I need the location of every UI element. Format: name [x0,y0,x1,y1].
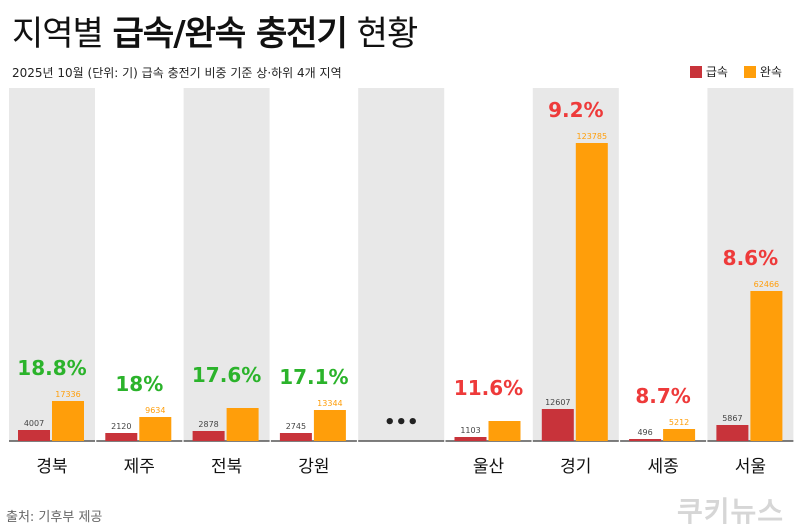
slow-bar [313,410,346,441]
fast-bar [454,437,487,441]
slow-bar [226,408,259,441]
category-label: 서울 [735,457,766,477]
slow-bar [488,421,521,441]
slow-value-label: 9634 [145,406,165,415]
fast-bar [716,425,749,441]
title-part1: 지역별 [12,14,113,54]
fast-value-label: 5867 [722,414,742,423]
chart-title: 지역별 급속/완속 충전기 현황 [12,6,419,55]
legend-slow-swatch [743,65,756,78]
slow-value-label: 13344 [317,399,342,408]
legend-fast-label: 급속 [705,65,728,79]
slow-value-label: 5212 [669,418,689,427]
source-text: 출처: 기후부 제공 [6,510,103,525]
share-label: 17.6% [192,363,261,387]
share-label: 18.8% [17,356,86,380]
fast-bar [541,409,574,441]
slow-bar [139,417,172,441]
category-label: 강원 [298,457,329,477]
fast-value-label: 4007 [24,419,44,428]
legend-fast-swatch [689,65,702,78]
category-label: 울산 [473,457,505,477]
fast-value-label: 12607 [545,398,570,407]
share-label: 17.1% [279,365,348,389]
share-label: 11.6% [454,376,523,400]
category-label: 제주 [124,457,155,477]
share-label: 8.6% [723,246,778,270]
slow-value-label: 62466 [754,280,779,289]
slow-value-label: 123785 [577,132,608,141]
legend: 급속 완속 [689,63,782,80]
share-label: 18% [115,372,163,396]
category-label: 전북 [211,457,242,477]
fast-value-label: 2120 [111,422,131,431]
category-label: 세종 [647,457,678,477]
fast-bar [18,430,50,441]
fast-bar [192,431,225,441]
category-panel [183,88,270,441]
fast-value-label: 2745 [286,422,306,431]
fast-value-label: 496 [637,428,652,437]
title-bold: 급속/완속 충전기 [112,14,348,54]
ellipsis-label: ••• [384,412,419,433]
category-label: 경북 [36,457,67,477]
slow-bar [575,143,608,441]
slow-bar [750,291,783,441]
slow-value-label: 17336 [55,390,80,399]
category-panel [358,88,445,441]
legend-slow-label: 완속 [759,65,782,79]
category-panel [9,88,95,441]
slow-bar [663,429,696,441]
chart-subtitle: 2025년 10월 (단위: 기) 급속 충전기 비중 기준 상·하위 4개 지… [12,66,342,80]
fast-bar [629,439,662,441]
share-label: 9.2% [548,98,603,122]
slow-bar [52,401,84,441]
fast-value-label: 2878 [198,420,218,429]
fast-value-label: 1103 [460,426,480,435]
title-part3: 현황 [346,14,419,54]
category-label: 경기 [560,457,591,477]
fast-bar [279,433,312,441]
fast-bar [105,433,138,441]
share-label: 8.7% [635,384,690,408]
logo: 쿠키뉴스 [676,495,784,528]
